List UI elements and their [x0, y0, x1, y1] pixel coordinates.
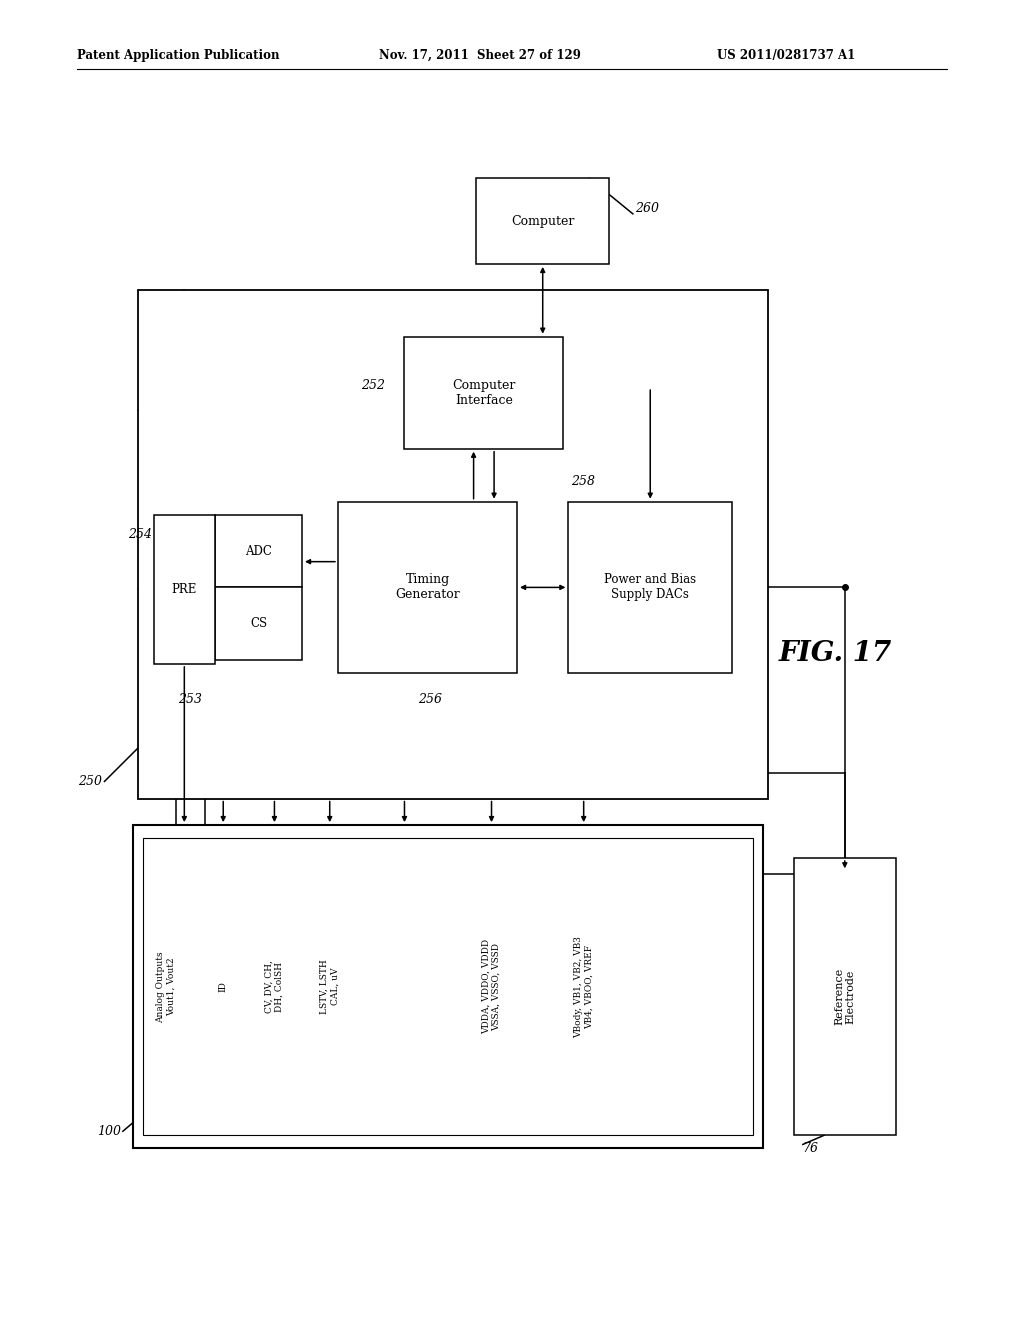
Text: Reference
Electrode: Reference Electrode	[834, 968, 856, 1026]
Text: Computer
Interface: Computer Interface	[453, 379, 515, 407]
Text: 254: 254	[128, 528, 152, 541]
Text: ID: ID	[219, 981, 227, 993]
Text: FIG. 17: FIG. 17	[778, 640, 892, 667]
Text: VBody, VB1, VB2, VB3
VB4, VBOO, VREF: VBody, VB1, VB2, VB3 VB4, VBOO, VREF	[574, 936, 593, 1038]
Text: PRE: PRE	[172, 583, 197, 595]
Text: 76: 76	[803, 1142, 819, 1155]
Bar	[138, 290, 768, 799]
Text: Timing
Generator: Timing Generator	[395, 573, 460, 602]
Bar	[476, 178, 609, 264]
Bar	[568, 502, 732, 673]
Text: 252: 252	[361, 379, 385, 392]
Text: Power and Bias
Supply DACs: Power and Bias Supply DACs	[604, 573, 696, 602]
Bar	[338, 502, 517, 673]
Text: 258: 258	[571, 475, 595, 488]
Text: Computer: Computer	[511, 215, 574, 227]
Bar	[404, 337, 563, 449]
Text: 256: 256	[418, 693, 441, 706]
Text: CS: CS	[250, 618, 267, 630]
Text: 253: 253	[178, 693, 202, 706]
Bar	[215, 515, 302, 587]
Bar	[794, 858, 896, 1135]
Bar	[154, 515, 215, 664]
Text: ADC: ADC	[245, 545, 272, 557]
Text: Patent Application Publication: Patent Application Publication	[77, 49, 280, 62]
Text: US 2011/0281737 A1: US 2011/0281737 A1	[717, 49, 855, 62]
Text: Analog Outputs
Vout1, Vout2: Analog Outputs Vout1, Vout2	[157, 950, 175, 1023]
Bar	[133, 825, 763, 1148]
Text: 100: 100	[97, 1125, 121, 1138]
Text: CV, DV, CH,
DH, ColSH: CV, DV, CH, DH, ColSH	[265, 960, 284, 1014]
Text: LSTV, LSTH
CAL, uV: LSTV, LSTH CAL, uV	[321, 960, 339, 1014]
Text: Nov. 17, 2011  Sheet 27 of 129: Nov. 17, 2011 Sheet 27 of 129	[379, 49, 581, 62]
Bar	[143, 838, 753, 1135]
Bar	[215, 587, 302, 660]
Text: VDDA, VDDO, VDDD
VSSA, VSSO, VSSD: VDDA, VDDO, VDDD VSSA, VSSO, VSSD	[482, 939, 501, 1035]
Text: 260: 260	[635, 202, 658, 215]
Text: 250: 250	[79, 775, 102, 788]
